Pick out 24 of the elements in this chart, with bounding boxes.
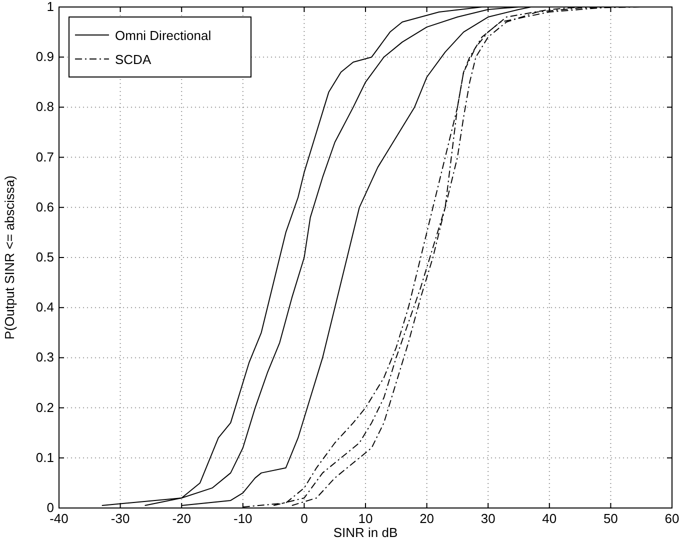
x-tick-label: -20 bbox=[172, 511, 191, 526]
y-tick-label: 1 bbox=[46, 0, 54, 14]
x-tick-label: 60 bbox=[664, 511, 680, 526]
x-tick-label: 10 bbox=[358, 511, 373, 526]
x-tick-label: -30 bbox=[110, 511, 130, 526]
x-tick-label: 50 bbox=[603, 511, 618, 526]
y-tick-label: 0.6 bbox=[36, 199, 54, 214]
legend-label: Omni Directional bbox=[115, 28, 212, 43]
x-tick-label: 20 bbox=[420, 511, 434, 526]
y-tick-label: 0.2 bbox=[36, 400, 54, 415]
x-axis-title: SINR in dB bbox=[333, 525, 398, 540]
y-tick-label: 0.8 bbox=[36, 99, 54, 114]
x-tick-label: 40 bbox=[542, 511, 557, 526]
x-tick-label: -10 bbox=[234, 511, 252, 526]
legend-label: SCDA bbox=[115, 52, 152, 67]
y-axis-title: P(Output SINR <= abscissa) bbox=[2, 175, 17, 340]
x-tick-label: 0 bbox=[300, 511, 308, 526]
y-tick-label: 0.7 bbox=[36, 149, 54, 164]
y-tick-label: 0.4 bbox=[36, 300, 54, 315]
y-tick-label: 0.1 bbox=[36, 450, 54, 465]
y-tick-label: 0.9 bbox=[36, 49, 54, 64]
y-tick-label: 0.5 bbox=[36, 250, 54, 264]
y-tick-label: 0.3 bbox=[36, 350, 54, 365]
x-tick-label: 30 bbox=[480, 511, 496, 526]
